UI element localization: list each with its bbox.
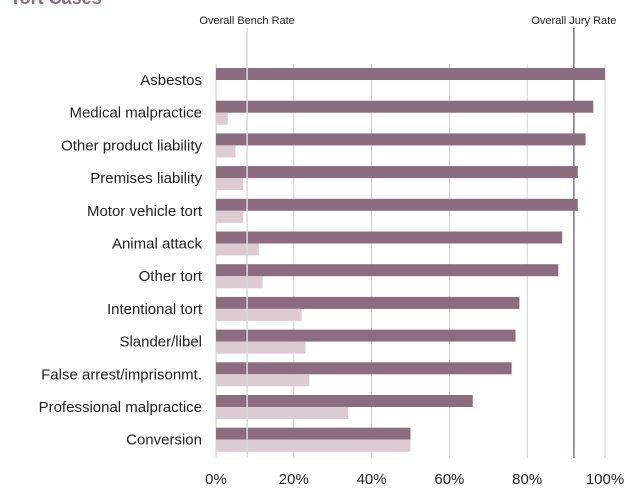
category-label: Conversion xyxy=(126,432,202,449)
x-tick-label: 80% xyxy=(512,471,542,488)
category-label: False arrest/imprisonmt. xyxy=(41,366,202,383)
category-label: Premises liability xyxy=(90,170,202,187)
category-label: Other product liability xyxy=(61,137,202,154)
bar-jury xyxy=(216,362,512,375)
x-tick-label: 20% xyxy=(279,471,309,488)
reference-line-label: Overall Jury Rate xyxy=(531,15,616,27)
x-tick-label: 60% xyxy=(434,471,464,488)
bar-bench xyxy=(216,308,302,321)
bar-bench xyxy=(216,112,228,125)
category-label: Motor vehicle tort xyxy=(87,203,203,220)
chart-title: Tort Cases xyxy=(10,0,102,8)
category-label: Animal attack xyxy=(112,236,203,253)
bar-bench xyxy=(216,407,349,419)
category-label: Intentional tort xyxy=(107,301,203,318)
bar-jury xyxy=(216,427,411,440)
reference-line-label: Overall Bench Rate xyxy=(199,15,294,27)
x-tick-label: 100% xyxy=(586,471,624,488)
bar-bench xyxy=(216,243,259,256)
bar-bench xyxy=(216,178,244,191)
bar-jury xyxy=(216,133,586,146)
bar-jury xyxy=(216,395,473,407)
reference-lines-layer: Overall Bench Rate Overall Jury Rate xyxy=(199,15,616,458)
bar-bench xyxy=(216,341,306,354)
bar-bench xyxy=(216,374,310,387)
bar-jury xyxy=(216,231,563,244)
bar-jury xyxy=(216,296,520,309)
x-tick-labels: 0% 20% 40% 60% 80% 100% xyxy=(205,471,624,488)
bar-bench xyxy=(216,210,244,223)
category-label: Medical malpractice xyxy=(69,105,202,122)
bars-layer xyxy=(216,68,605,452)
bar-bench xyxy=(216,145,236,158)
bar-jury xyxy=(216,68,605,80)
bar-jury xyxy=(216,166,578,179)
grid-layer xyxy=(215,64,606,458)
category-labels: Asbestos Medical malpractice Other product… xyxy=(39,72,203,449)
category-label: Other tort xyxy=(139,268,203,285)
bar-jury xyxy=(216,100,594,113)
bar-jury xyxy=(216,329,516,342)
bar-bench xyxy=(216,439,411,452)
bar-jury xyxy=(216,198,578,211)
x-tick-label: 40% xyxy=(357,471,387,488)
category-label: Professional malpractice xyxy=(39,399,202,416)
x-tick-label: 0% xyxy=(205,471,227,488)
category-label: Slander/libel xyxy=(119,334,202,351)
category-label: Asbestos xyxy=(140,72,202,89)
bar-bench xyxy=(216,276,263,289)
bar-jury xyxy=(216,264,559,277)
